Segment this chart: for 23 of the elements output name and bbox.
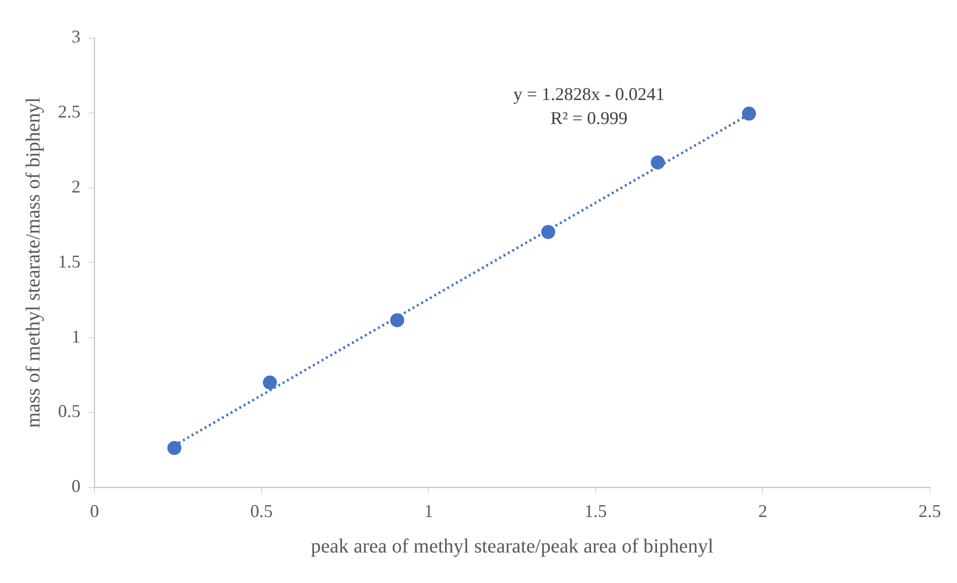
x-tick-label: 0.5 [250, 500, 273, 521]
annotation: y = 1.2828x - 0.0241 [513, 84, 665, 104]
y-tick-label: 1.5 [58, 251, 80, 272]
x-tick-label: 2.5 [918, 500, 941, 521]
annotation: R² = 0.999 [550, 108, 628, 128]
y-tick-label: 1 [72, 326, 80, 346]
point [262, 376, 277, 390]
y-tick-label: 2.5 [58, 102, 80, 122]
point [742, 106, 756, 121]
x-tick-label: 0 [90, 500, 99, 521]
y-tick-label: 3 [72, 26, 80, 47]
y-tick-label: 0 [72, 476, 80, 496]
point [390, 313, 404, 328]
x-axis-title: peak area of methyl stearate/peak area of biphenyl [310, 535, 714, 558]
x-tick-label: 1 [424, 500, 434, 521]
point [541, 224, 556, 239]
x-tick-label: 2 [758, 500, 768, 521]
y-tick-label: 2 [72, 176, 80, 197]
point [650, 155, 665, 170]
y-axis-title: mass of methyl stearate/mass of biphenyl [22, 97, 44, 428]
x-tick-label: 1.5 [584, 500, 607, 521]
y-tick-label: 0.5 [58, 401, 80, 422]
point [167, 441, 182, 456]
